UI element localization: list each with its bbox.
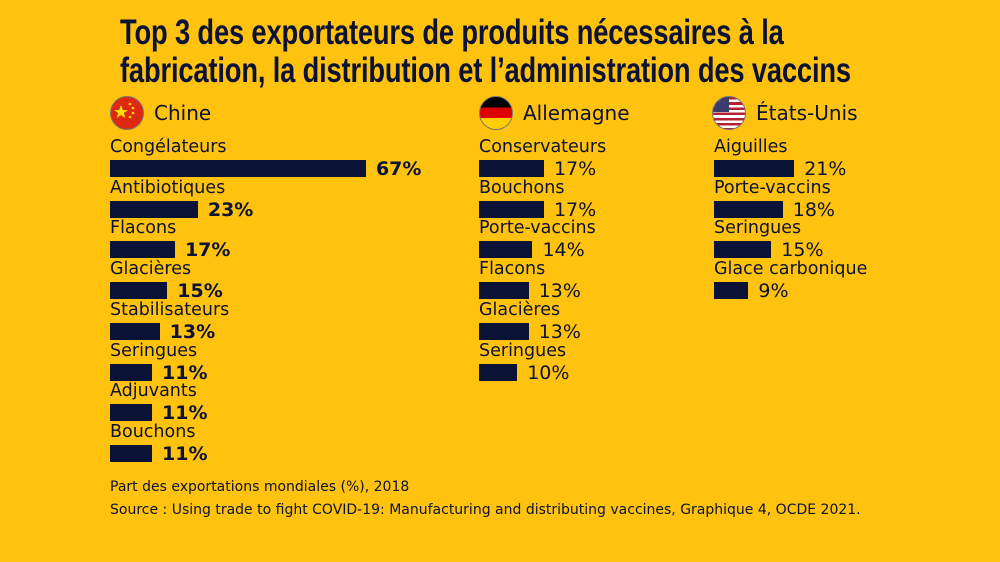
bar [479, 160, 544, 177]
value-label: 13% [538, 280, 581, 303]
value-label: 13% [169, 320, 216, 343]
country-name: Allemagne [523, 101, 630, 125]
country-name: Chine [154, 101, 212, 125]
value-label: 18% [792, 198, 835, 221]
bar [479, 322, 529, 340]
category-label: Conservateurs [479, 137, 607, 157]
bar [110, 322, 160, 340]
bar [714, 200, 783, 218]
value-label: 15% [781, 239, 824, 262]
value-label: 14% [542, 239, 585, 262]
germany-flag-icon [479, 96, 513, 130]
category-label: Seringues [714, 218, 802, 239]
bar [714, 241, 772, 259]
category-label: Flacons [110, 218, 177, 239]
value-label: 11% [162, 361, 208, 384]
value-label: 10% [527, 361, 570, 384]
value-label: 9% [758, 280, 789, 303]
bar [479, 282, 529, 300]
category-label: Antibiotiques [110, 177, 226, 198]
country-header-germany: Allemagne [479, 96, 630, 130]
bar [110, 241, 175, 259]
bar [714, 160, 795, 177]
country-name: États-Unis [756, 101, 858, 125]
china-flag-icon [110, 96, 144, 130]
category-label: Bouchons [479, 177, 565, 198]
value-label: 17% [553, 158, 597, 180]
bar [479, 241, 533, 259]
category-label: Stabilisateurs [110, 299, 230, 320]
category-label: Congélateurs [110, 137, 227, 157]
country-header-usa: États-Unis [712, 96, 858, 130]
category-label: Porte-vaccins [479, 218, 596, 239]
category-label: Aiguilles [714, 137, 788, 157]
value-label: 67% [375, 158, 422, 180]
category-label: Bouchons [110, 421, 196, 442]
bar [110, 200, 198, 218]
chart-title: Top 3 des exportateurs de produits néces… [120, 13, 851, 90]
category-label: Glacières [479, 299, 561, 320]
category-label: Porte-vaccins [714, 177, 831, 198]
value-label: 21% [804, 158, 847, 180]
category-label: Seringues [479, 340, 567, 361]
category-label: Adjuvants [110, 381, 197, 402]
category-label: Flacons [479, 259, 546, 280]
country-header-china: Chine [110, 96, 211, 130]
value-label: 17% [553, 198, 597, 221]
value-label: 17% [184, 239, 231, 262]
category-label: Glace carbonique [714, 259, 868, 280]
value-label: 15% [177, 280, 223, 303]
bar [110, 404, 153, 422]
usa-flag-icon [712, 96, 746, 130]
bar [479, 363, 518, 381]
value-label: 23% [207, 198, 254, 221]
value-label: 11% [162, 442, 208, 465]
value-label: 11% [162, 402, 208, 425]
category-label: Seringues [110, 340, 198, 361]
bar [110, 282, 168, 300]
bar [110, 160, 366, 177]
chart-source: Source : Using trade to fight COVID-19: … [110, 502, 861, 518]
bar [110, 363, 153, 381]
bar [110, 444, 153, 462]
bar [479, 200, 544, 218]
bar [714, 282, 749, 300]
category-label: Glacières [110, 259, 192, 280]
value-label: 13% [538, 320, 581, 343]
chart-note: Part des exportations mondiales (%), 201… [110, 479, 410, 495]
